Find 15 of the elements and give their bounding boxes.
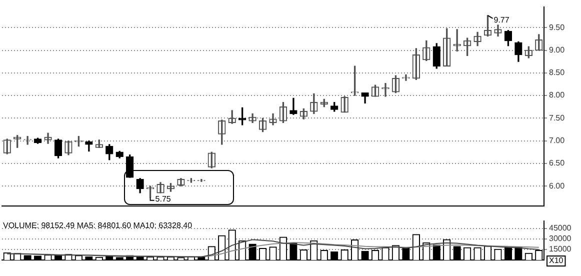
text: X10	[549, 256, 564, 266]
y-tick-label: 7.50	[549, 113, 566, 122]
y-tick-label: 7.00	[549, 136, 566, 146]
annotation: VOLUME: 98152.49 MA5: 84801.60 MA10: 63328.40	[3, 221, 193, 230]
y-tick-label: 6.50	[549, 158, 566, 168]
y-tick-label: 9.50	[549, 22, 566, 32]
y-tick-label: 45000	[549, 224, 572, 233]
y-tick-label: 30000	[549, 234, 572, 244]
y-tick-label: 8.00	[549, 90, 566, 100]
y-tick-label: 8.50	[549, 68, 566, 78]
y-tick-label: 9.00	[549, 45, 566, 54]
y-tick-label: 6.00	[549, 181, 566, 190]
annotation: 5.75	[155, 194, 172, 204]
y-tick-label: 15000	[549, 244, 572, 254]
annotation: 9.77	[494, 16, 510, 25]
